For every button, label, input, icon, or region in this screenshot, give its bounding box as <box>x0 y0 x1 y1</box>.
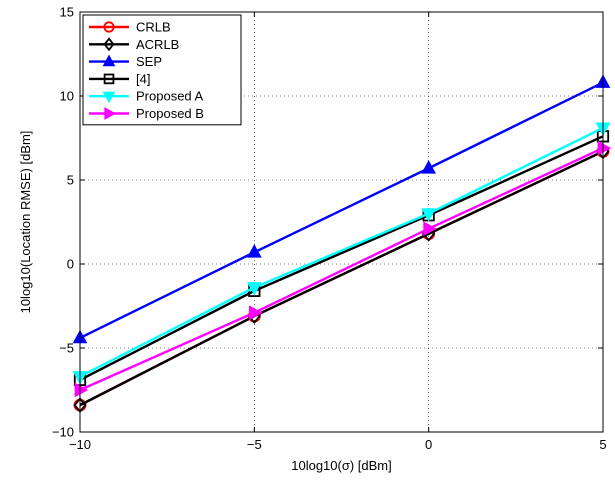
data-point-triangle-right <box>423 221 437 237</box>
ticks: −10 −5 0 5 −10 −5 0 5 10 15 <box>52 5 607 453</box>
legend-item: Proposed A <box>89 89 204 104</box>
data-point-triangle-down <box>421 208 437 222</box>
x-tick-label: 5 <box>599 437 606 452</box>
legend-label: CRLB <box>136 20 171 35</box>
data-point-triangle-down <box>246 282 262 296</box>
legend-label: [4] <box>136 71 150 86</box>
x-tick-label: 0 <box>425 437 432 452</box>
legend-item: [4] <box>89 71 150 86</box>
plot-border <box>79 11 604 433</box>
series-line <box>79 135 604 381</box>
legend-label: SEP <box>136 54 162 69</box>
y-tick-label: −10 <box>52 425 74 440</box>
data-point-triangle-up <box>421 160 437 174</box>
legend-item: CRLB <box>89 20 171 35</box>
y-tick-label: 5 <box>67 173 74 188</box>
series-line <box>79 81 604 339</box>
series-line <box>79 146 604 392</box>
legend-label: ACRLB <box>136 37 179 52</box>
data-point-circle <box>103 21 115 33</box>
legend: CRLB ACRLB SEP [4] Proposed A Proposed B <box>82 14 242 126</box>
x-tick-label: −10 <box>69 437 91 452</box>
legend-label: Proposed B <box>136 106 204 121</box>
x-axis-label: 10log10(σ) [dBm] <box>291 458 392 473</box>
series-line <box>79 150 604 407</box>
y-axis-label: 10log10(Location RMSE) [dBm] <box>18 131 33 314</box>
legend-box <box>82 14 242 126</box>
data-point-triangle-right <box>597 140 612 156</box>
data-point-square <box>103 73 115 85</box>
data-point-triangle-up <box>102 54 116 67</box>
y-tick-label: 15 <box>60 5 74 20</box>
legend-item: Proposed B <box>89 106 204 121</box>
y-tick-label: 10 <box>60 89 74 104</box>
data-point-triangle-right <box>248 305 263 321</box>
y-tick-label: 0 <box>67 257 74 272</box>
y-tick-label: −5 <box>59 341 74 356</box>
legend-label: Proposed A <box>136 89 204 104</box>
data-point-triangle-down <box>102 91 116 104</box>
legend-item: SEP <box>89 54 162 69</box>
data-point-diamond <box>103 37 115 52</box>
series-layer <box>72 74 612 414</box>
data-point-triangle-up <box>246 244 262 258</box>
series-line <box>79 126 604 378</box>
series-proposed-b <box>74 140 612 398</box>
legend-item: ACRLB <box>89 37 179 52</box>
x-tick-label: −5 <box>247 437 262 452</box>
data-point-triangle-right <box>104 107 117 120</box>
data-point-triangle-right <box>74 382 89 398</box>
